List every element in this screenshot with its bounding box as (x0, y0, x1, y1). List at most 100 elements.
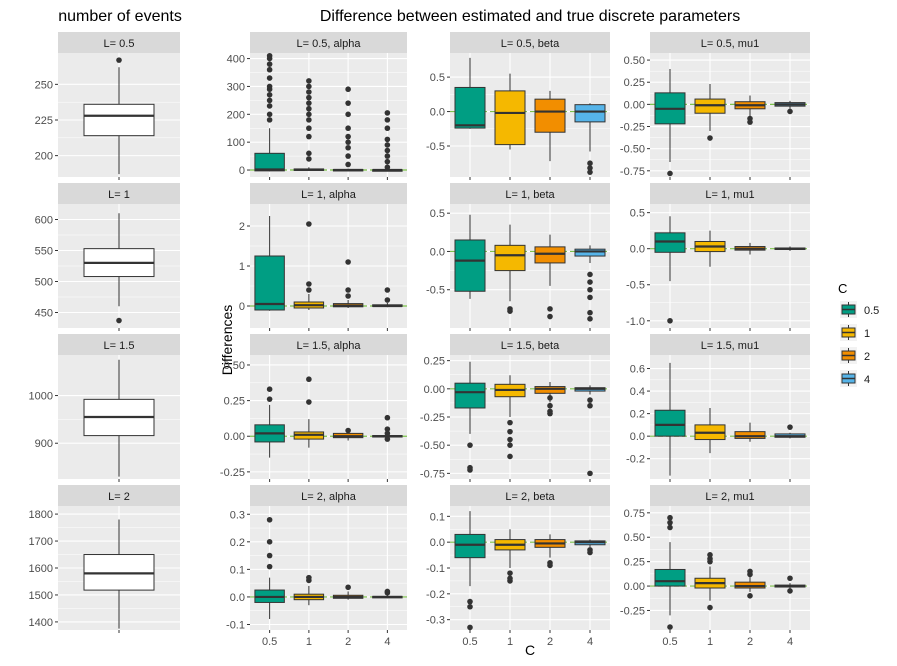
outlier-point (507, 419, 513, 426)
panel-strip-label: L= 0.5, beta (501, 38, 560, 50)
y-tick-label: -0.3 (426, 615, 445, 627)
panel-strip-label: L= 0.5 (104, 38, 135, 50)
panel-strip (58, 32, 180, 53)
panel-strip-label: L= 1.5, beta (501, 340, 560, 352)
outlier-point (306, 574, 312, 581)
x-tick-label: 4 (787, 636, 793, 648)
panel-strip (650, 334, 810, 355)
y-tick-label: 0 (239, 301, 245, 313)
outlier-point (707, 604, 713, 611)
panel-background (650, 204, 810, 328)
panel-strip-label: L= 0.5, mu1 (701, 38, 759, 50)
y-tick-label: 1800 (29, 509, 53, 521)
outlier-point (384, 142, 391, 148)
outlier-point (266, 539, 273, 545)
panel-strip (58, 485, 180, 506)
box-0.5 (454, 382, 486, 409)
y-tick-label: 0.75 (624, 508, 645, 520)
outlier-point (345, 259, 351, 265)
outlier-point (266, 83, 273, 90)
outlier-point (587, 470, 593, 477)
outlier-point (747, 568, 753, 575)
outlier-point (384, 430, 391, 437)
outlier-point (345, 125, 351, 132)
outlier-point (306, 117, 312, 123)
y-tick-label: -0.25 (220, 467, 245, 479)
y-tick-label: 1600 (29, 563, 53, 575)
outlier-point (266, 552, 273, 559)
y-tick-label: 225 (35, 115, 53, 127)
y-tick-label: 0.25 (624, 77, 645, 89)
y-tick-label: 0.0 (430, 537, 445, 549)
outlier-point (345, 584, 351, 591)
y-tick-label: 0.50 (624, 532, 645, 544)
y-tick-label: 0.0 (630, 431, 645, 443)
y-tick-label: 0.00 (424, 384, 445, 396)
legend-title: C (838, 281, 847, 296)
outlier-point (116, 57, 122, 63)
y-tick-label: 0.25 (424, 356, 445, 368)
outlier-point (507, 436, 513, 443)
outlier-point (345, 427, 351, 434)
panel-strip (58, 334, 180, 355)
panel-6: L= 0.5, mu1-0.75-0.50-0.250.000.250.500.… (620, 32, 810, 195)
outlier-point (306, 89, 312, 95)
outlier-point (384, 164, 391, 171)
panel-strip-label: L= 0.5, alpha (297, 38, 362, 50)
outlier-point (345, 161, 351, 168)
y-tick-label: -0.50 (620, 144, 645, 156)
panel-strip-label: L= 2 (108, 491, 130, 503)
box-2 (734, 431, 766, 439)
y-tick-label: -0.5 (426, 141, 445, 153)
y-tick-label: -0.5 (426, 285, 445, 297)
outlier-point (345, 144, 351, 151)
legend-item-label: 4 (864, 374, 870, 386)
panel-strip (450, 183, 610, 204)
y-tick-label: 0.4 (630, 386, 645, 398)
outlier-point (667, 519, 673, 526)
box-0.5 (654, 568, 686, 587)
panel-strip (58, 183, 180, 204)
panel-0: L= 0.5 200 225 250 (35, 32, 180, 180)
outlier-point (384, 153, 391, 159)
outlier-point (306, 111, 312, 118)
y-tick-label: 1500 (29, 590, 53, 602)
outlier-point (266, 516, 273, 523)
y-tick-label: -0.25 (620, 122, 645, 134)
x-tick-label: 1 (507, 636, 513, 648)
outlier-point (306, 100, 312, 106)
box-4 (574, 248, 606, 257)
y-tick-label: 0.0 (230, 592, 245, 604)
outlier-point (306, 376, 312, 383)
y-tick-label: 600 (35, 215, 53, 227)
outlier-point (384, 125, 391, 132)
outlier-point (384, 110, 391, 116)
outlier-point (306, 150, 312, 157)
outlier-point (667, 514, 673, 521)
panel-15: L= 2, mu1 -0.25 0.00 0.25 0.50 0.75 0.5 1 2 4 (620, 485, 810, 648)
outlier-point (587, 294, 593, 301)
outlier-point (547, 562, 553, 569)
y-tick-label: -0.2 (426, 589, 445, 601)
outlier-point (384, 287, 391, 293)
outlier-point (587, 165, 593, 171)
panel-strip-label: L= 1, mu1 (705, 189, 754, 201)
legend-item-4: 4 (840, 370, 870, 387)
outlier-point (384, 297, 391, 303)
outlier-point (384, 158, 391, 165)
legend-item-label: 2 (864, 351, 870, 363)
y-tick-label: 450 (35, 308, 53, 320)
x-tick-label: 0.5 (662, 636, 677, 648)
outlier-point (384, 588, 391, 595)
outlier-point (787, 575, 793, 582)
x-tick-label: 4 (384, 636, 390, 648)
legend-item-label: 0.5 (864, 305, 879, 317)
outlier-point (707, 552, 713, 558)
y-tick-label: 1000 (29, 391, 53, 403)
y-tick-label: 250 (35, 79, 53, 91)
legend-item-2: 2 (840, 347, 870, 364)
panel-background (250, 355, 407, 479)
outlier-point (587, 397, 593, 403)
